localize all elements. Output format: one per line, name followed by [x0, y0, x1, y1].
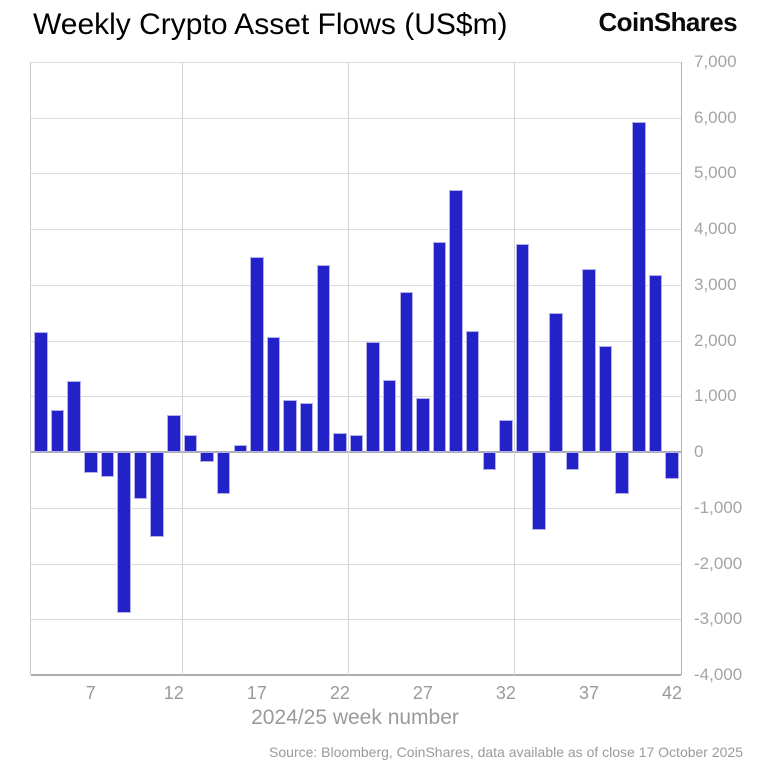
- bar-week-23: [349, 435, 364, 453]
- bar-week-31: [482, 452, 497, 470]
- bar-week-6: [67, 381, 81, 453]
- y-tick-label: 1,000: [694, 386, 737, 406]
- plot-area: 7 12 17 22 27 32 37 42: [30, 62, 682, 703]
- source-note: Source: Bloomberg, CoinShares, data avai…: [269, 744, 743, 760]
- bar-week-25: [382, 379, 397, 452]
- gridline-h: [31, 284, 681, 286]
- zero-line: [31, 451, 681, 454]
- bar-week-21: [316, 265, 331, 453]
- bar-week-20: [299, 403, 314, 453]
- bar-week-9: [117, 452, 131, 614]
- gridline-h: [31, 507, 681, 509]
- bar-week-30: [465, 331, 480, 453]
- x-tick-label: 7: [85, 683, 96, 703]
- coinshares-logo: CoinShares: [598, 7, 738, 37]
- bar-week-14: [200, 452, 214, 463]
- gridline-v: [348, 62, 350, 675]
- x-tick-label: 17: [246, 683, 267, 703]
- bar-week-26: [399, 292, 414, 453]
- gridline-h: [31, 62, 681, 63]
- bar-week-41: [648, 275, 663, 453]
- x-tick-label: 42: [661, 683, 683, 703]
- y-tick-label: 2,000: [694, 330, 737, 350]
- bar-week-11: [150, 452, 164, 538]
- bar-week-4: [34, 332, 48, 453]
- gridline-h: [31, 674, 681, 676]
- y-tick-label: -2,000: [694, 553, 743, 573]
- gridline-h: [31, 173, 681, 175]
- bar-week-39: [615, 452, 629, 495]
- x-tick-label: 32: [495, 683, 516, 703]
- y-tick-label: -1,000: [694, 497, 743, 517]
- y-tick-label: 3,000: [694, 274, 737, 294]
- bar-week-15: [216, 452, 231, 494]
- bar-week-28: [432, 242, 447, 453]
- bar-week-10: [133, 452, 148, 499]
- x-tick-label: 22: [329, 683, 350, 703]
- y-tick-label: 7,000: [694, 52, 737, 71]
- bar-week-18: [266, 336, 281, 453]
- bar-week-16: [233, 444, 248, 452]
- bar-week-29: [449, 190, 463, 453]
- bar-week-33: [515, 243, 530, 453]
- gridline-v: [182, 62, 184, 675]
- gridline-h: [31, 340, 681, 342]
- bar-week-32: [499, 420, 513, 453]
- x-axis-label: 2024/25 week number: [251, 706, 459, 729]
- gridline-h: [31, 229, 681, 231]
- bar-week-36: [565, 452, 580, 470]
- y-tick-label: -4,000: [694, 665, 743, 684]
- x-tick-label: 37: [578, 683, 600, 703]
- x-tick-label: 12: [163, 683, 184, 703]
- bar-week-35: [549, 313, 563, 453]
- bar-week-24: [366, 341, 380, 453]
- chart-title: Weekly Crypto Asset Flows (US$m): [33, 8, 508, 41]
- gridline-v: [514, 62, 516, 675]
- gridline-h: [31, 396, 681, 398]
- bar-week-8: [100, 452, 115, 478]
- y-tick-label: 5,000: [694, 163, 737, 183]
- bar-week-13: [183, 435, 198, 453]
- bar-week-27: [416, 398, 430, 453]
- y-tick-label: -3,000: [694, 609, 743, 629]
- y-tick-label: 6,000: [694, 107, 737, 127]
- bar-week-17: [250, 256, 264, 453]
- x-tick-label: 27: [412, 683, 433, 703]
- bar-week-38: [598, 346, 613, 453]
- bar-week-34: [532, 452, 546, 531]
- y-tick-label: 0: [694, 442, 704, 462]
- y-tick-label: 4,000: [694, 219, 737, 239]
- bar-week-12: [167, 415, 181, 453]
- gridline-h: [31, 563, 681, 565]
- bar-week-22: [333, 433, 347, 452]
- bar-week-42: [665, 452, 679, 479]
- bar-week-19: [283, 399, 297, 453]
- gridline-h: [31, 619, 681, 621]
- gridline-h: [31, 117, 681, 119]
- bar-week-37: [582, 269, 596, 453]
- bar-week-7: [84, 452, 98, 474]
- bar-week-40: [632, 122, 646, 453]
- bar-week-5: [50, 409, 65, 453]
